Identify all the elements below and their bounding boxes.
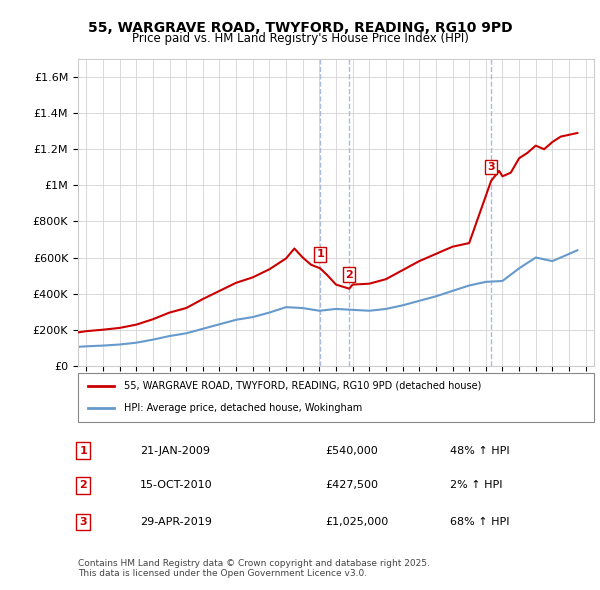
Text: 55, WARGRAVE ROAD, TWYFORD, READING, RG10 9PD: 55, WARGRAVE ROAD, TWYFORD, READING, RG1… [88,21,512,35]
Text: 2: 2 [79,480,87,490]
Text: HPI: Average price, detached house, Wokingham: HPI: Average price, detached house, Woki… [124,404,362,414]
Text: 1: 1 [316,250,324,260]
Text: 29-APR-2019: 29-APR-2019 [140,517,212,527]
Text: £540,000: £540,000 [326,446,379,455]
Text: 3: 3 [487,162,495,172]
Text: 21-JAN-2009: 21-JAN-2009 [140,446,210,455]
Text: 2% ↑ HPI: 2% ↑ HPI [449,480,502,490]
Text: 15-OCT-2010: 15-OCT-2010 [140,480,212,490]
Text: 2: 2 [345,270,353,280]
Text: 55, WARGRAVE ROAD, TWYFORD, READING, RG10 9PD (detached house): 55, WARGRAVE ROAD, TWYFORD, READING, RG1… [124,381,482,391]
Text: £1,025,000: £1,025,000 [326,517,389,527]
Text: 48% ↑ HPI: 48% ↑ HPI [449,446,509,455]
Text: Price paid vs. HM Land Registry's House Price Index (HPI): Price paid vs. HM Land Registry's House … [131,32,469,45]
Text: Contains HM Land Registry data © Crown copyright and database right 2025.
This d: Contains HM Land Registry data © Crown c… [78,559,430,578]
Text: 68% ↑ HPI: 68% ↑ HPI [449,517,509,527]
Text: £427,500: £427,500 [326,480,379,490]
FancyBboxPatch shape [78,373,594,422]
Text: 1: 1 [79,446,87,455]
Text: 3: 3 [79,517,87,527]
